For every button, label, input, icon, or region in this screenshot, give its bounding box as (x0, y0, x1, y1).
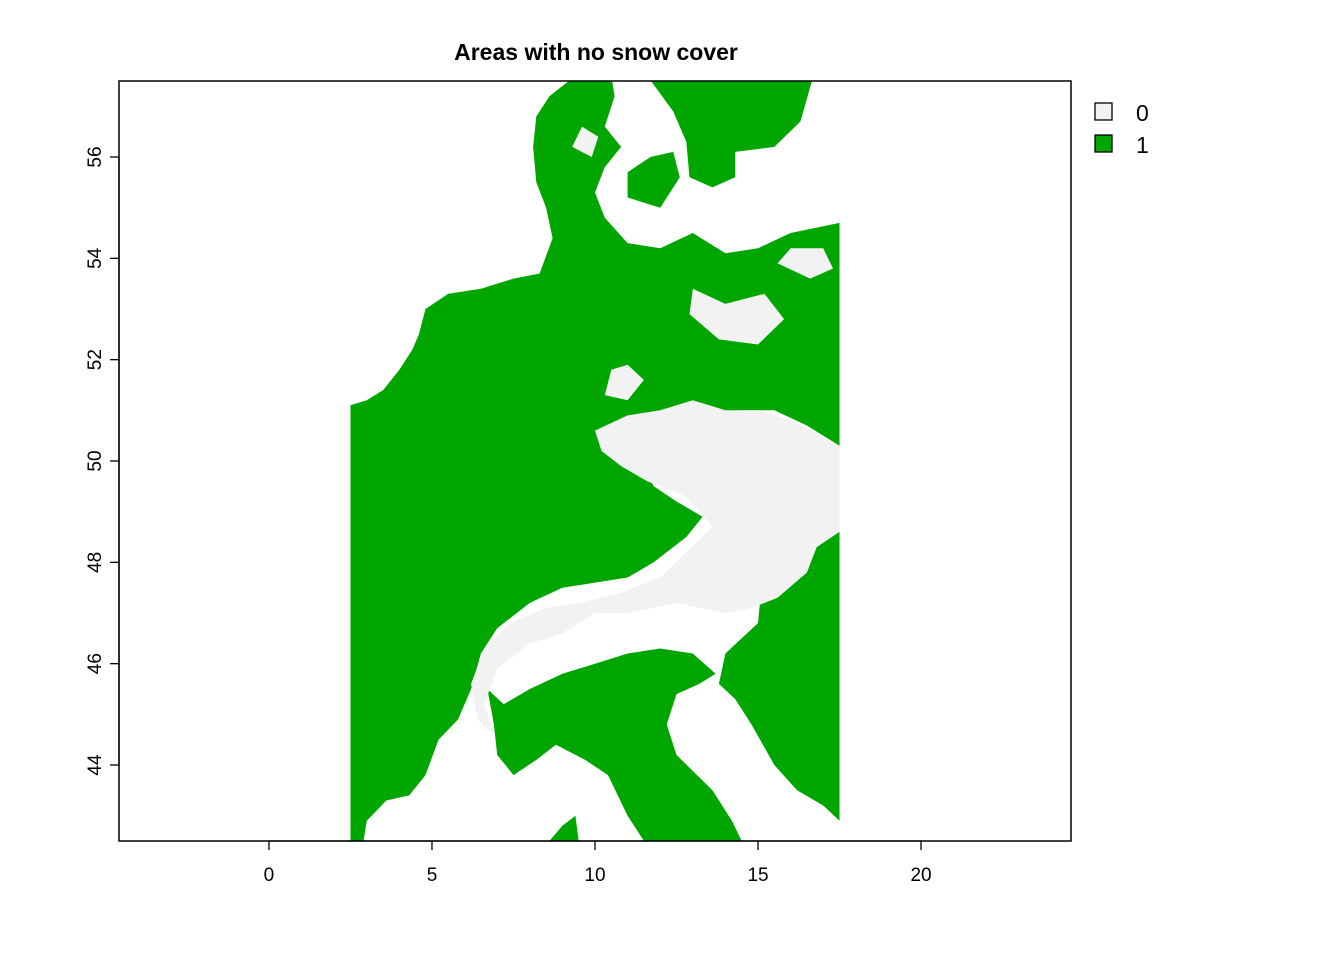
y-tick-label: 50 (85, 450, 106, 471)
y-tick-label: 46 (85, 653, 106, 674)
region-central-european-highlands (471, 400, 840, 735)
region-france-benelux-germany (350, 81, 840, 841)
x-axis: 0 5 10 15 20 (264, 840, 932, 886)
y-tick-label: 48 (85, 552, 106, 573)
region-north-german-patches (689, 288, 785, 345)
x-tick-label: 0 (264, 865, 275, 886)
snow-cover-raster (350, 81, 840, 841)
y-tick-label: 54 (85, 247, 106, 269)
region-zealand (627, 151, 680, 208)
plot-title: Areas with no snow cover (454, 39, 738, 65)
region-harz-region (604, 364, 644, 401)
x-tick-label: 20 (910, 865, 931, 886)
y-tick-label: 44 (85, 754, 106, 776)
region-italy (487, 648, 742, 841)
x-tick-label: 15 (747, 865, 768, 886)
y-axis: 44 46 48 50 52 54 56 (85, 146, 120, 776)
x-tick-label: 5 (427, 865, 438, 886)
legend: 0 1 (1094, 100, 1149, 158)
y-tick-label: 56 (85, 146, 106, 167)
y-tick-label: 52 (85, 349, 106, 370)
legend-swatch-0 (1094, 102, 1113, 121)
legend-label-0: 0 (1136, 100, 1149, 126)
region-sweden-south (650, 81, 812, 188)
legend-swatch-1 (1094, 134, 1113, 153)
region-poland-north-patch (777, 248, 833, 279)
x-tick-label: 10 (584, 865, 605, 886)
legend-label-1: 1 (1136, 132, 1149, 158)
snow-regions (471, 126, 840, 735)
region-jutland-interior (572, 126, 599, 157)
region-corsica (549, 815, 579, 841)
